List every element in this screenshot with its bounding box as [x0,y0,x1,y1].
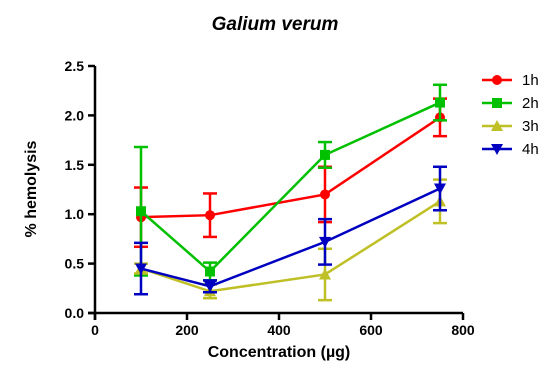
data-point [319,268,331,280]
x-tick-label: 0 [91,322,99,338]
x-tick-label: 600 [359,322,383,338]
legend-label: 2h [522,95,539,112]
legend-marker [491,120,503,131]
y-tick-label: 2.5 [65,58,85,74]
legend-marker [492,75,502,85]
series-3h [134,178,447,302]
legend-item-2h: 2h [482,95,539,112]
series-2h [134,83,447,282]
data-point [319,236,331,248]
y-tick-label: 2.0 [65,107,85,123]
legend-item-1h: 1h [482,72,539,89]
y-tick-label: 0.0 [65,305,85,321]
x-tick-label: 400 [267,322,291,338]
data-point [320,189,330,200]
data-point [320,149,330,160]
series-line [140,116,441,219]
legend-marker [492,98,502,108]
data-point [136,206,146,217]
x-tick-label: 800 [451,322,475,338]
data-point [205,266,215,277]
data-point [135,263,147,275]
chart-title: Galium verum [211,14,339,35]
y-tick-label: 0.5 [65,256,85,272]
legend-label: 3h [522,118,539,135]
legend-marker [491,144,503,155]
legend-item-4h: 4h [482,141,539,158]
legend-label: 4h [522,141,539,158]
data-point [205,210,215,221]
legend-item-3h: 3h [482,118,539,135]
series-line [140,200,441,293]
x-tick-label: 200 [175,322,199,338]
data-point [434,183,446,195]
series-line [140,187,441,288]
legend-label: 1h [522,72,539,89]
y-tick-label: 1.0 [65,206,85,222]
series-line [140,101,441,274]
x-axis-label: Concentration (µg) [207,344,351,361]
y-tick-label: 1.5 [65,157,85,173]
series-4h [134,165,447,296]
data-point [204,281,216,293]
data-point [435,97,445,108]
